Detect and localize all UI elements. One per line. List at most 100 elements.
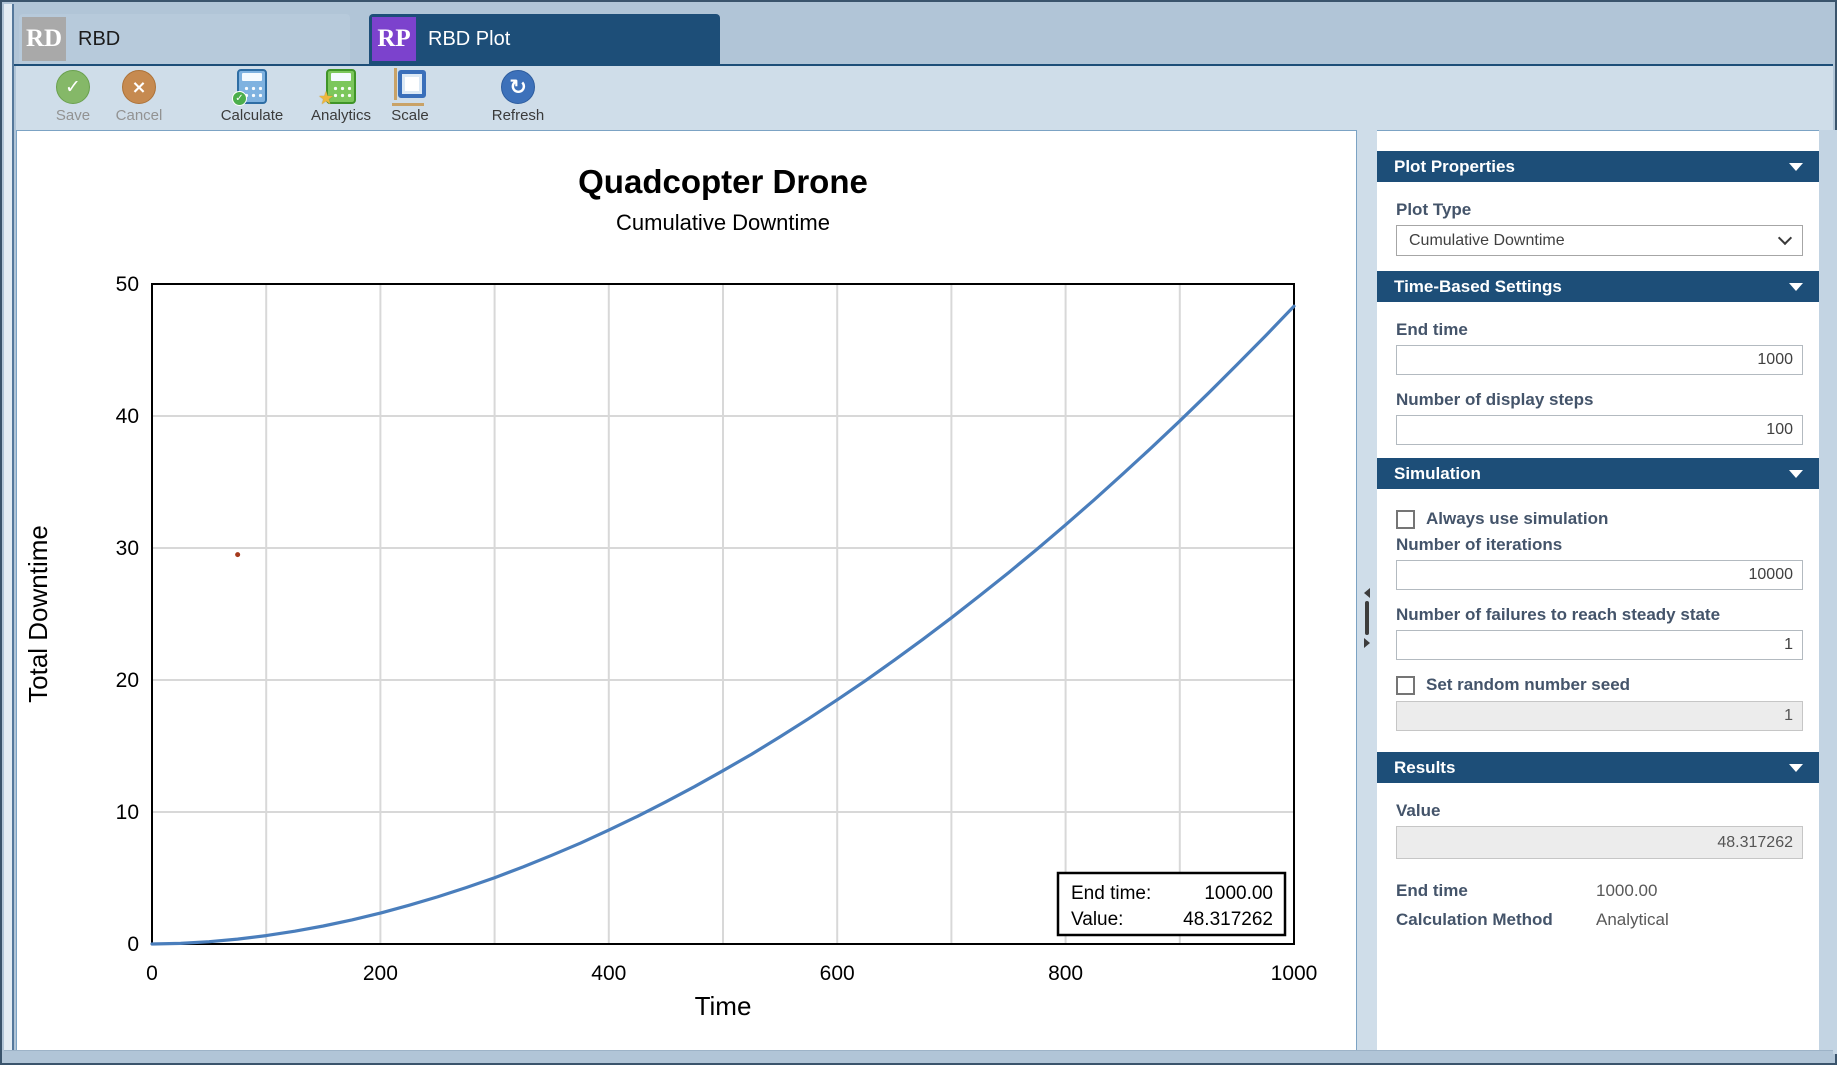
scale-button[interactable]: Scale bbox=[384, 68, 436, 124]
svg-text:Value:: Value: bbox=[1071, 909, 1123, 930]
plot-type-select[interactable]: Cumulative Downtime bbox=[1396, 225, 1803, 256]
scale-label: Scale bbox=[391, 107, 429, 124]
plot-properties-section: Plot Properties Plot Type Cumulative Dow… bbox=[1377, 151, 1819, 256]
result-end-time-value: 1000.00 bbox=[1596, 881, 1658, 900]
results-section: Results Value End time 1000.00 Calculati… bbox=[1377, 752, 1819, 930]
result-end-time-label: End time bbox=[1396, 881, 1468, 900]
time-settings-header[interactable]: Time-Based Settings bbox=[1377, 271, 1819, 302]
result-value-label: Value bbox=[1396, 801, 1441, 820]
rbd-tab-icon: RD bbox=[22, 17, 66, 61]
collapse-right-icon bbox=[1364, 638, 1370, 648]
svg-text:Total Downtime: Total Downtime bbox=[23, 525, 53, 703]
tab-rbd[interactable]: RD RBD bbox=[19, 14, 350, 64]
cancel-button[interactable]: × Cancel bbox=[108, 70, 170, 124]
calculate-button[interactable]: ✓ Calculate bbox=[216, 69, 288, 124]
splitter-grip bbox=[1365, 601, 1369, 635]
calculate-icon: ✓ bbox=[232, 69, 267, 106]
set-seed-checkbox[interactable] bbox=[1396, 675, 1415, 695]
always-use-simulation-row[interactable]: Always use simulation bbox=[1396, 509, 1803, 529]
result-value-field bbox=[1396, 826, 1803, 859]
star-badge-icon: ★ bbox=[318, 88, 335, 109]
refresh-icon: ↻ bbox=[501, 70, 535, 104]
collapse-triangle-icon bbox=[1789, 469, 1803, 478]
analytics-icon: ★ bbox=[318, 69, 356, 109]
failures-steady-state-label: Number of failures to reach steady state bbox=[1396, 605, 1721, 624]
svg-text:30: 30 bbox=[116, 537, 139, 560]
iterations-label: Number of iterations bbox=[1396, 535, 1563, 554]
svg-text:48.317262: 48.317262 bbox=[1183, 909, 1273, 930]
svg-text:1000: 1000 bbox=[1271, 962, 1318, 985]
seed-input bbox=[1396, 701, 1803, 731]
collapse-triangle-icon bbox=[1789, 763, 1803, 772]
svg-text:Cumulative Downtime: Cumulative Downtime bbox=[616, 210, 830, 235]
results-title: Results bbox=[1394, 757, 1456, 777]
svg-text:50: 50 bbox=[116, 273, 139, 296]
plot-properties-header[interactable]: Plot Properties bbox=[1377, 151, 1819, 182]
display-steps-input[interactable] bbox=[1396, 415, 1803, 445]
always-use-simulation-checkbox[interactable] bbox=[1396, 509, 1415, 529]
results-header[interactable]: Results bbox=[1377, 752, 1819, 783]
svg-text:800: 800 bbox=[1048, 962, 1083, 985]
scrollbar-gutter[interactable] bbox=[1819, 130, 1837, 1054]
time-settings-section: Time-Based Settings End time Number of d… bbox=[1377, 271, 1819, 445]
save-button[interactable]: ✓ Save bbox=[43, 70, 103, 124]
plot-type-value: Cumulative Downtime bbox=[1409, 231, 1565, 249]
set-seed-row[interactable]: Set random number seed bbox=[1396, 675, 1803, 695]
svg-text:200: 200 bbox=[363, 962, 398, 985]
bottom-edge-strip bbox=[4, 1050, 1833, 1061]
tab-rbd-plot-label: RBD Plot bbox=[428, 27, 511, 50]
iterations-input[interactable] bbox=[1396, 560, 1803, 590]
display-steps-label: Number of display steps bbox=[1396, 390, 1594, 409]
chevron-down-icon bbox=[1777, 230, 1793, 246]
cancel-label: Cancel bbox=[115, 107, 163, 124]
tab-rbd-label: RBD bbox=[78, 27, 121, 50]
svg-text:10: 10 bbox=[116, 801, 139, 824]
chart-panel: 0 200 400 600 800 1000 0 10 20 30 40 50 Quadcopter D… bbox=[16, 130, 1357, 1054]
rbd-plot-tab-icon: RP bbox=[372, 17, 416, 61]
left-edge-strip bbox=[4, 4, 14, 1054]
svg-text:20: 20 bbox=[116, 669, 139, 692]
failures-steady-state-input[interactable] bbox=[1396, 630, 1803, 660]
svg-text:0: 0 bbox=[146, 962, 158, 985]
svg-text:400: 400 bbox=[591, 962, 626, 985]
refresh-label: Refresh bbox=[491, 107, 545, 124]
svg-text:Quadcopter Drone: Quadcopter Drone bbox=[578, 163, 868, 200]
svg-text:End time:: End time: bbox=[1071, 883, 1151, 904]
result-method-label: Calculation Method bbox=[1396, 910, 1553, 929]
result-method-value: Analytical bbox=[1596, 910, 1669, 929]
analytics-button[interactable]: ★ Analytics bbox=[304, 69, 378, 124]
tab-underline bbox=[14, 64, 1833, 66]
chart[interactable]: 0 200 400 600 800 1000 0 10 20 30 40 50 Quadcopter D… bbox=[17, 131, 1356, 1053]
simulation-header[interactable]: Simulation bbox=[1377, 458, 1819, 489]
analytics-label: Analytics bbox=[310, 107, 372, 124]
tab-rbd-plot[interactable]: RP RBD Plot bbox=[369, 14, 720, 64]
refresh-button[interactable]: ↻ Refresh bbox=[486, 70, 550, 124]
properties-sidebar: Plot Properties Plot Type Cumulative Dow… bbox=[1377, 130, 1819, 1054]
simulation-section: Simulation Always use simulation Number … bbox=[1377, 458, 1819, 731]
save-label: Save bbox=[55, 107, 91, 124]
save-icon: ✓ bbox=[56, 70, 90, 104]
toolbar: ✓ Save × Cancel ✓ Calculate ★ Analytics bbox=[16, 66, 1833, 130]
collapse-triangle-icon bbox=[1789, 162, 1803, 171]
cancel-icon: × bbox=[122, 70, 156, 104]
collapse-left-icon bbox=[1364, 588, 1370, 598]
svg-text:1000.00: 1000.00 bbox=[1204, 883, 1273, 904]
check-badge-icon: ✓ bbox=[232, 91, 247, 106]
svg-text:0: 0 bbox=[127, 933, 139, 956]
set-seed-label: Set random number seed bbox=[1426, 675, 1631, 694]
time-settings-title: Time-Based Settings bbox=[1394, 276, 1562, 296]
result-method-row: Calculation Method Analytical bbox=[1396, 910, 1803, 930]
calculate-label: Calculate bbox=[220, 107, 284, 124]
end-time-input[interactable] bbox=[1396, 345, 1803, 375]
svg-text:Time: Time bbox=[695, 991, 752, 1021]
tab-bar: RD RBD RP RBD Plot bbox=[16, 4, 1833, 64]
scale-icon bbox=[392, 68, 428, 106]
result-end-time-row: End time 1000.00 bbox=[1396, 881, 1803, 901]
panel-splitter[interactable] bbox=[1357, 130, 1377, 1054]
svg-text:40: 40 bbox=[116, 405, 139, 428]
splitter-handle[interactable] bbox=[1360, 588, 1374, 648]
simulation-title: Simulation bbox=[1394, 463, 1481, 483]
svg-text:600: 600 bbox=[820, 962, 855, 985]
plot-properties-title: Plot Properties bbox=[1394, 156, 1515, 176]
